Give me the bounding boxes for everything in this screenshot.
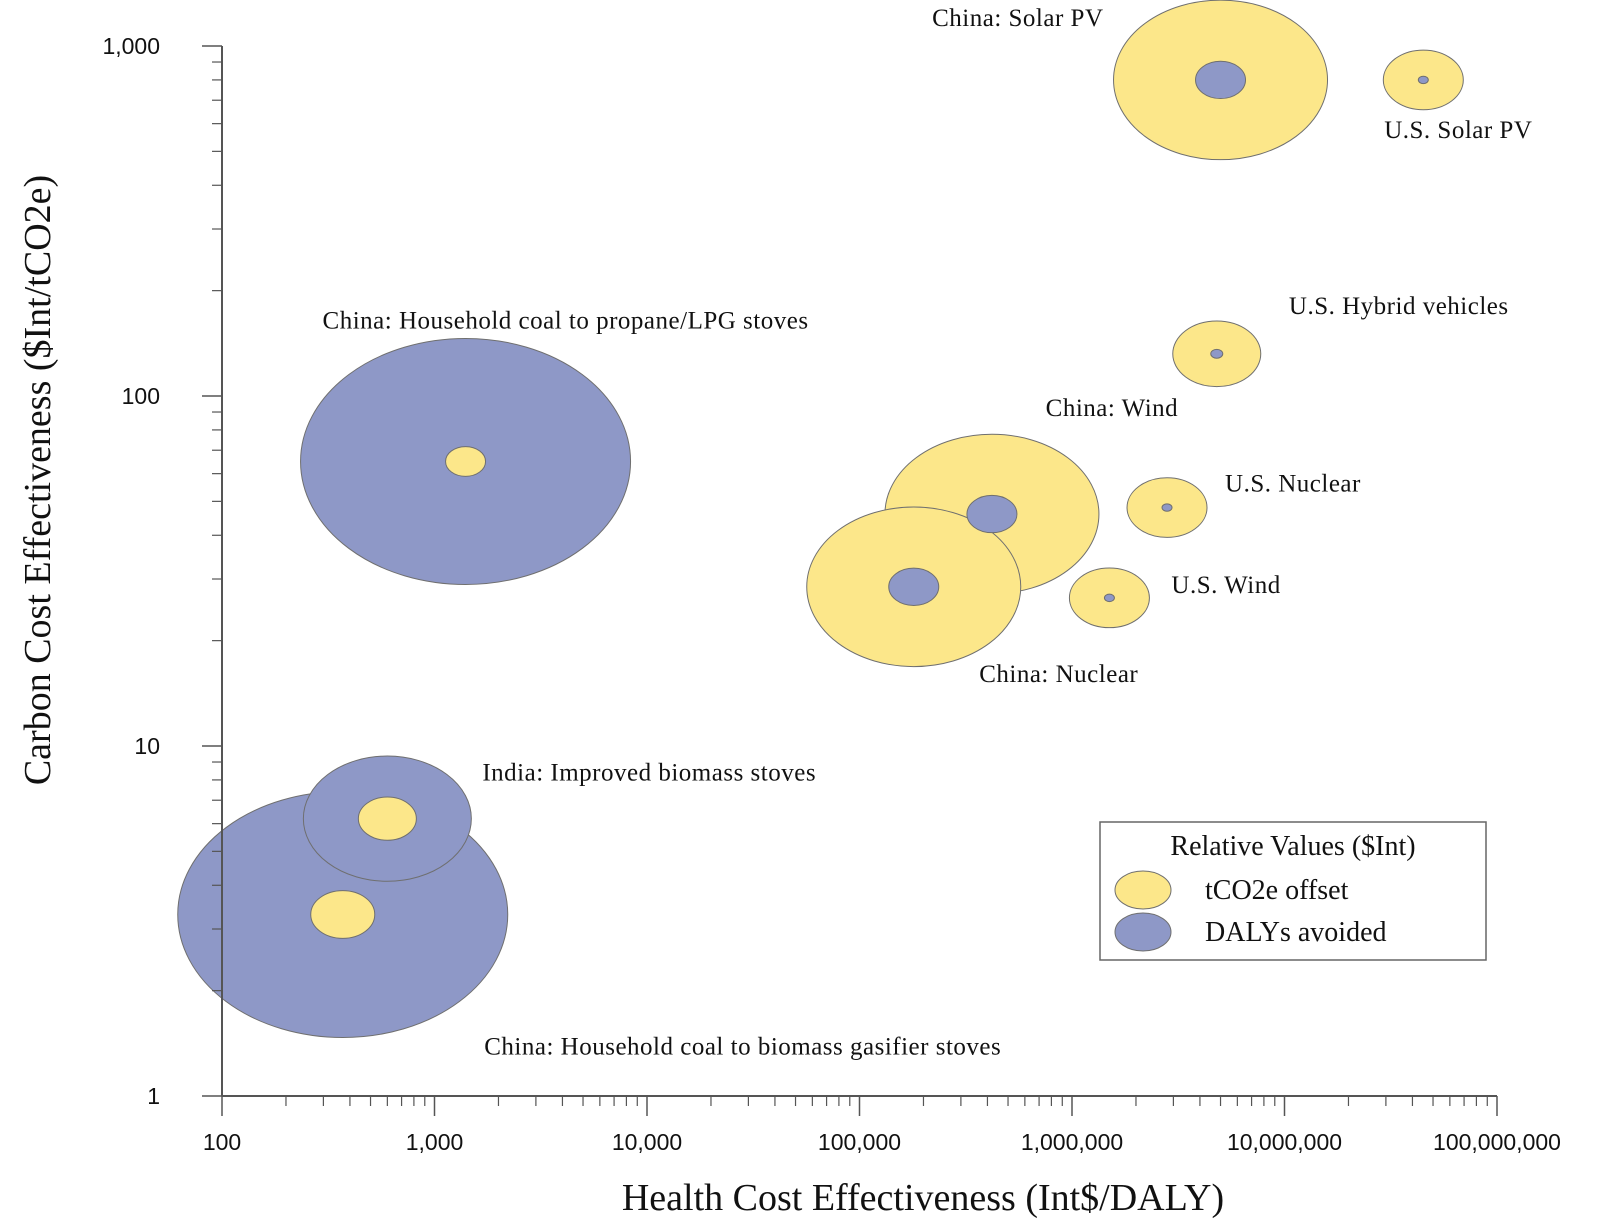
legend-label-tco2e: tCO2e offset	[1205, 875, 1349, 906]
bubble-label: China: Solar PV	[932, 5, 1103, 32]
bubble-tco2e-inner	[310, 890, 376, 939]
bubble-label: India: Improved biomass stoves	[482, 760, 816, 787]
bubbles-layer	[177, 0, 1464, 1039]
bubble-daly-inner	[966, 494, 1018, 534]
y-tick-label: 100	[122, 383, 160, 409]
bubble-label: U.S. Hybrid vehicles	[1289, 293, 1509, 320]
x-tick-label: 100	[203, 1129, 241, 1155]
legend-swatch-tco2e	[1114, 870, 1172, 910]
y-axis-ticks: 1 10 100 1,000	[102, 33, 222, 1109]
bubble-daly-inner	[888, 567, 940, 606]
x-tick-label: 1,000,000	[1021, 1129, 1123, 1155]
bubble-daly-inner	[1417, 75, 1429, 85]
bubble-label: China: Household coal to propane/LPG sto…	[323, 307, 809, 334]
x-tick-label: 100,000,000	[1433, 1129, 1561, 1155]
bubble-label: China: Household coal to biomass gasifie…	[484, 1034, 1001, 1061]
bubble-label: U.S. Solar PV	[1384, 117, 1532, 144]
x-tick-label: 1,000	[406, 1129, 464, 1155]
y-tick-label: 1,000	[102, 33, 160, 59]
y-tick-label: 10	[134, 733, 160, 759]
bubble-label: U.S. Nuclear	[1225, 471, 1361, 498]
x-tick-label: 10,000,000	[1227, 1129, 1342, 1155]
bubble-label: U.S. Wind	[1171, 572, 1280, 599]
bubble-labels-layer: China: Household coal to propane/LPG sto…	[323, 5, 1532, 1061]
x-tick-label: 10,000	[612, 1129, 682, 1155]
bubble-label: China: Wind	[1046, 395, 1179, 422]
bubble-tco2e-inner	[445, 446, 487, 477]
bubble-daly-inner	[1103, 593, 1115, 603]
x-axis-ticks: 100 1,000 10,000 100,000 1,000,000 10,000,000…	[203, 1096, 1561, 1155]
x-axis-title: Health Cost Effectiveness (Int$/DALY)	[622, 1177, 1224, 1219]
bubble-daly-inner	[1210, 348, 1224, 359]
bubble-daly-inner	[1195, 60, 1247, 100]
axes-layer: 100 1,000 10,000 100,000 1,000,000 10,000,000…	[102, 33, 1561, 1155]
bubble-label: China: Nuclear	[979, 661, 1138, 688]
x-tick-label: 100,000	[818, 1129, 901, 1155]
legend-title: Relative Values ($Int)	[1170, 831, 1415, 862]
bubble-tco2e-inner	[357, 796, 417, 841]
legend: Relative Values ($Int) tCO2e offset DALY…	[1099, 821, 1487, 961]
bubble-daly-inner	[1161, 503, 1173, 512]
legend-label-daly: DALYs avoided	[1205, 917, 1387, 948]
y-tick-label: 1	[147, 1083, 160, 1109]
legend-swatch-daly	[1114, 912, 1172, 952]
y-axis-title: Carbon Cost Effectiveness ($Int/tCO2e)	[17, 175, 59, 785]
